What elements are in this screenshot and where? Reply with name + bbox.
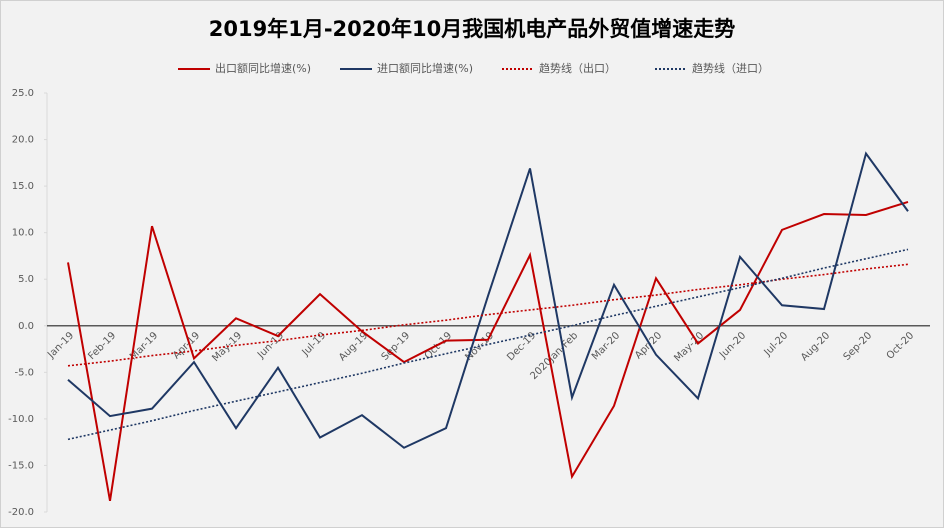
y-tick-label: 0.0 [18,321,34,332]
line [67,200,909,502]
y-tick-label: 25.0 [12,88,34,99]
y-tick-label: 5.0 [18,274,34,285]
y-tick-label: -5.0 [14,367,34,378]
y-tick-label: -10.0 [8,414,34,425]
y-tick-label: 20.0 [12,135,34,146]
trend-line [67,248,909,441]
legend-label: 出口额同比增速(%) [215,61,311,75]
y-tick-label: 10.0 [12,228,34,239]
y-tick-label: -20.0 [8,507,34,518]
y-tick-label: -15.0 [8,460,34,471]
legend-label: 趋势线（进口） [692,61,769,75]
legend-label: 趋势线（出口） [539,61,616,75]
legend-label: 进口额同比增速(%) [377,61,473,75]
chart-title: 2019年1月-2020年10月我国机电产品外贸值增速走势 [209,17,735,41]
line [67,151,909,449]
y-tick-label: 15.0 [12,181,34,192]
